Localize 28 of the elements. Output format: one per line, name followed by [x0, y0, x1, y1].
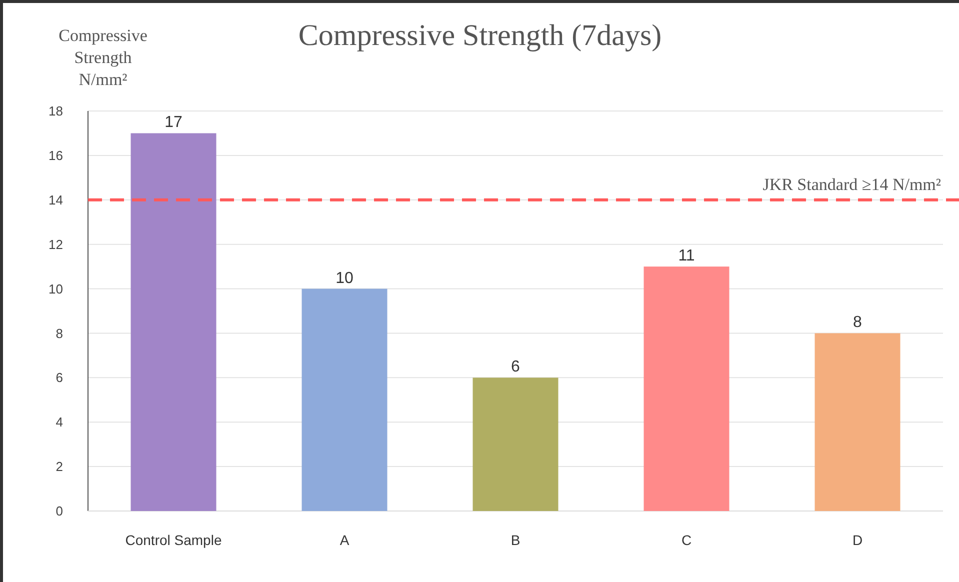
y-tick-label: 12	[48, 236, 63, 252]
data-label: 8	[853, 314, 862, 332]
data-label: 11	[678, 248, 695, 265]
x-tick-label: Control Sample	[125, 532, 222, 548]
x-tick-label: D	[852, 532, 863, 548]
y-tick-label: 4	[56, 414, 63, 430]
y-tick-label: 2	[56, 459, 63, 474]
y-tick-label: 16	[48, 148, 63, 163]
bar	[472, 378, 558, 511]
y-tick-label: 10	[48, 281, 63, 296]
data-label: 17	[164, 114, 182, 132]
y-axis-title: Compressive Strength N/mm²	[58, 26, 148, 89]
data-label: 6	[511, 358, 520, 376]
data-label: 10	[336, 270, 354, 287]
chart-title: Compressive Strength (7days)	[298, 19, 662, 52]
x-tick-label: A	[340, 532, 350, 548]
y-tick-label: 14	[48, 192, 63, 208]
bar	[130, 133, 216, 511]
x-tick-label: C	[681, 532, 692, 548]
y-tick-label: 0	[56, 504, 63, 519]
y-tick-label: 8	[56, 326, 63, 341]
y-tick-label: 6	[56, 370, 63, 386]
bar	[814, 333, 900, 511]
bar	[644, 266, 730, 511]
ref-line-label: JKR Standard ≥14 N/mm²	[762, 174, 941, 194]
y-tick-label: 18	[48, 104, 63, 119]
bar	[302, 288, 388, 511]
x-tick-label: B	[510, 532, 520, 548]
